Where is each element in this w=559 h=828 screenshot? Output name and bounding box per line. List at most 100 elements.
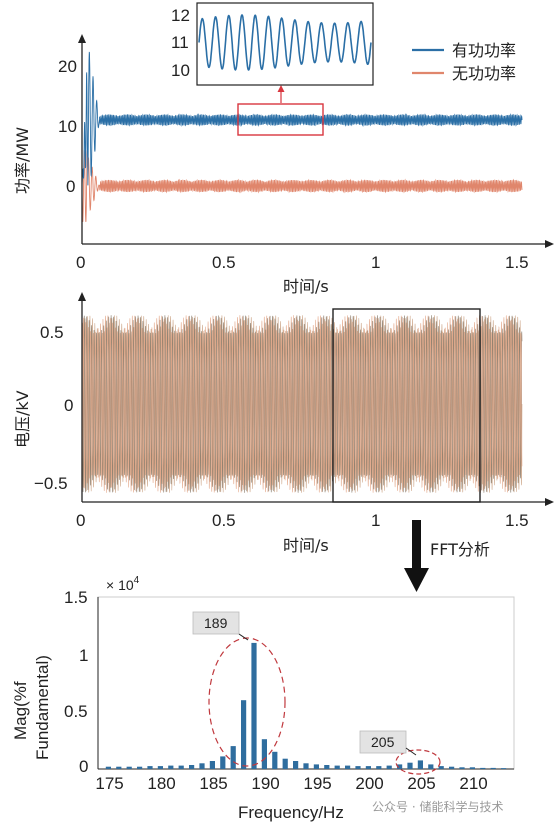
fft-bar-213 bbox=[501, 768, 507, 769]
fft-ytick-0.5: 0.5 bbox=[64, 702, 88, 721]
fft-exponent: × 104 bbox=[106, 575, 140, 593]
power-xtick-0: 0 bbox=[76, 253, 85, 272]
fft-bar-202 bbox=[386, 765, 392, 769]
fft-bar-204 bbox=[407, 762, 413, 769]
fft-bar-179 bbox=[147, 766, 153, 769]
fft-bar-187 bbox=[230, 746, 236, 769]
power-ytick-20: 20 bbox=[58, 57, 77, 76]
fft-bar-180 bbox=[157, 766, 163, 769]
fft-xtick-205: 205 bbox=[407, 774, 435, 793]
fft-bar-210 bbox=[469, 767, 475, 769]
watermark-text: 公众号 · 储能科学与技术 bbox=[372, 799, 503, 814]
fft-ytick-1.5: 1.5 bbox=[64, 588, 88, 607]
fft-bar-192 bbox=[282, 758, 288, 769]
voltage-y-label: 电压/kV bbox=[13, 390, 32, 448]
voltage-xtick-0.5: 0.5 bbox=[212, 511, 236, 530]
fft-bar-212 bbox=[490, 767, 496, 769]
power-x-label: 时间/s bbox=[283, 277, 329, 296]
fft-bar-178 bbox=[137, 766, 143, 769]
fft-bar-183 bbox=[189, 765, 195, 769]
fft-xtick-180: 180 bbox=[147, 774, 175, 793]
fft-panel: × 104 1.5 1 0.5 0 175 180 185 190 195 200 205 2… bbox=[11, 575, 515, 822]
inset-ytick-12: 12 bbox=[171, 6, 190, 25]
fft-bar-208 bbox=[449, 766, 455, 769]
voltage-xtick-0: 0 bbox=[76, 511, 85, 530]
voltage-phase-2-series bbox=[81, 315, 523, 493]
fft-annotation: FFT分析 bbox=[430, 540, 490, 559]
fft-y-label-line2: Fundamental) bbox=[33, 655, 52, 760]
power-xtick-1.5: 1.5 bbox=[505, 253, 529, 272]
fft-xtick-group: 175 180 185 190 195 200 205 210 bbox=[95, 774, 487, 793]
voltage-panel: 0.5 0 −0.5 0 0.5 1 1.5 时间/s 电压/kV FFT分析 bbox=[13, 292, 554, 592]
voltage-ytick-neg0.5: −0.5 bbox=[34, 474, 68, 493]
fft-window-box bbox=[332, 308, 481, 503]
fft-xtick-210: 210 bbox=[459, 774, 487, 793]
fft-bar-188 bbox=[241, 700, 247, 769]
callout-189-box bbox=[192, 611, 240, 635]
legend-active-label: 有功功率 bbox=[452, 41, 516, 60]
fft-xtick-195: 195 bbox=[303, 774, 331, 793]
callout-205-box bbox=[359, 730, 407, 754]
inset-active-series bbox=[198, 13, 372, 71]
fft-bar-189 bbox=[251, 642, 257, 769]
fft-bar-193 bbox=[293, 761, 299, 769]
fft-ytick-0: 0 bbox=[79, 757, 88, 776]
power-ytick-0: 0 bbox=[66, 177, 75, 196]
fft-bar-176 bbox=[116, 766, 122, 769]
fft-arrow-shaft bbox=[412, 520, 421, 570]
inset-ytick-10: 10 bbox=[171, 61, 190, 80]
zoom-region-box bbox=[237, 103, 324, 136]
fft-xtick-175: 175 bbox=[95, 774, 123, 793]
fft-xtick-200: 200 bbox=[355, 774, 383, 793]
power-panel: 20 10 0 0 0.5 1 1.5 时间/s 功率/MW 有功功率 无功功率… bbox=[13, 2, 554, 296]
fft-bar-211 bbox=[480, 767, 486, 769]
fft-y-label-line1: Mag(%f bbox=[11, 681, 30, 740]
fft-x-label: Frequency/Hz bbox=[238, 803, 344, 822]
power-x-arrow bbox=[545, 240, 554, 248]
fft-bar-182 bbox=[178, 765, 184, 769]
power-series-group bbox=[81, 51, 523, 223]
voltage-phase-3-series bbox=[81, 315, 523, 493]
fft-bar-198 bbox=[345, 765, 351, 769]
fft-bar-200 bbox=[365, 766, 371, 769]
fft-bar-206 bbox=[428, 764, 434, 769]
fft-bar-191 bbox=[272, 751, 278, 769]
fft-bar-190 bbox=[261, 739, 267, 769]
fft-ytick-1: 1 bbox=[79, 646, 88, 665]
fft-bar-196 bbox=[324, 765, 330, 769]
callout-205-pointer bbox=[405, 747, 417, 756]
callout-205-ellipse bbox=[395, 749, 441, 775]
power-y-arrow bbox=[78, 34, 86, 43]
reactive-power-series bbox=[81, 150, 523, 223]
fft-bar-186 bbox=[220, 756, 226, 769]
fft-bar-194 bbox=[303, 763, 309, 769]
callout-189-label: 189 bbox=[204, 615, 228, 631]
fft-bar-195 bbox=[313, 764, 319, 769]
voltage-series-group bbox=[81, 315, 523, 493]
fft-xtick-190: 190 bbox=[251, 774, 279, 793]
legend-reactive-label: 无功功率 bbox=[452, 64, 516, 83]
voltage-x-label: 时间/s bbox=[283, 536, 329, 555]
fft-bar-184 bbox=[199, 763, 205, 769]
voltage-x-arrow bbox=[545, 498, 554, 506]
power-y-label: 功率/MW bbox=[13, 127, 32, 194]
fft-bar-175 bbox=[105, 766, 111, 769]
callout-189-pointer bbox=[238, 633, 249, 641]
zoom-arrow-head bbox=[277, 85, 285, 92]
power-xtick-1: 1 bbox=[371, 253, 380, 272]
fft-bar-197 bbox=[334, 765, 340, 769]
fft-bar-group bbox=[105, 642, 507, 769]
voltage-xtick-1: 1 bbox=[371, 511, 380, 530]
fft-bar-181 bbox=[168, 765, 174, 769]
fft-bar-203 bbox=[397, 764, 403, 769]
fft-bar-205 bbox=[417, 760, 423, 769]
callout-205-label: 205 bbox=[371, 734, 395, 750]
power-xtick-0.5: 0.5 bbox=[212, 253, 236, 272]
fft-bar-185 bbox=[209, 761, 215, 769]
fft-bar-207 bbox=[438, 766, 444, 769]
fft-arrow-head bbox=[404, 568, 429, 592]
power-ytick-10: 10 bbox=[58, 117, 77, 136]
inset-series bbox=[198, 13, 372, 71]
fft-xtick-185: 185 bbox=[199, 774, 227, 793]
